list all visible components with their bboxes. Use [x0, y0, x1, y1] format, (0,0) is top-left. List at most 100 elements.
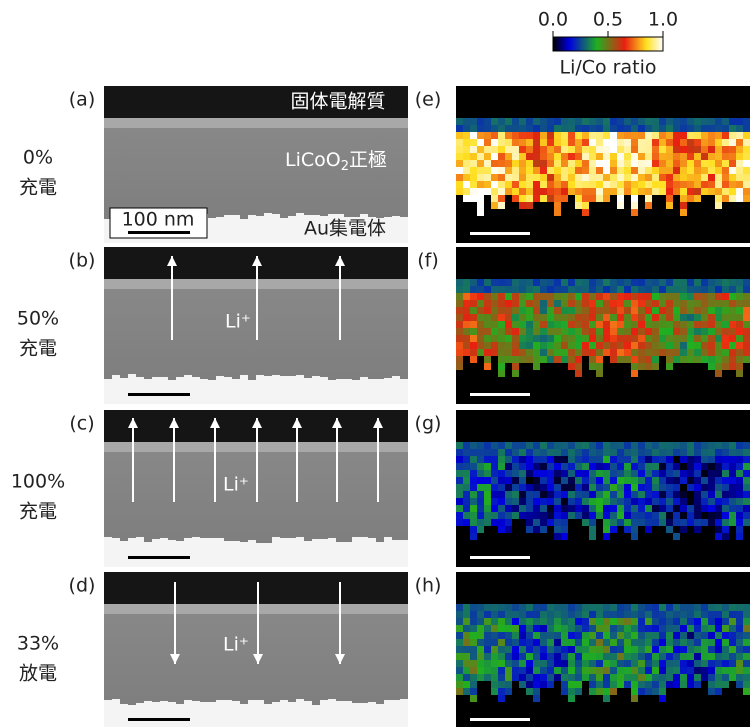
map-cell	[736, 456, 743, 463]
map-cell	[610, 639, 617, 646]
map-cell	[526, 653, 533, 660]
map-cell	[687, 653, 694, 660]
map-cell	[715, 307, 722, 314]
map-cell	[659, 519, 666, 526]
map-cell	[610, 456, 617, 463]
map-cell	[631, 505, 638, 512]
collector	[296, 375, 304, 404]
map-cell	[526, 118, 533, 125]
map-cell	[477, 328, 484, 335]
map-cell	[680, 174, 687, 181]
map-cell	[554, 202, 561, 209]
map-cell	[519, 174, 526, 181]
map-cell	[659, 449, 666, 456]
map-cell	[575, 484, 582, 491]
map-cell	[498, 477, 505, 484]
map-cell	[638, 505, 645, 512]
arrow-head	[252, 418, 262, 428]
map-cell	[512, 160, 519, 167]
map-cell	[624, 625, 631, 632]
map-cell	[540, 167, 547, 174]
map-cell	[582, 153, 589, 160]
map-cell	[610, 674, 617, 681]
map-cell	[498, 188, 505, 195]
map-cell	[582, 632, 589, 639]
map-cell	[519, 139, 526, 146]
collector	[344, 379, 352, 404]
map-cell	[610, 470, 617, 477]
map-cell	[505, 181, 512, 188]
map-cell	[722, 442, 729, 449]
collector	[224, 377, 232, 404]
map-cell	[652, 279, 659, 286]
map-cell	[638, 160, 645, 167]
map-cell	[687, 279, 694, 286]
map-cell	[554, 526, 561, 533]
map-cell	[561, 307, 568, 314]
map-cell	[715, 491, 722, 498]
map-cell	[708, 646, 715, 653]
map-cell	[694, 681, 701, 688]
map-cell	[680, 279, 687, 286]
collector	[328, 214, 336, 243]
map-cell	[645, 118, 652, 125]
map-cell	[624, 449, 631, 456]
map-cell	[519, 477, 526, 484]
map-cell	[568, 442, 575, 449]
map-cell	[463, 307, 470, 314]
map-cell	[575, 512, 582, 519]
map-cell	[729, 491, 736, 498]
map-cell	[533, 328, 540, 335]
map-cell	[645, 167, 652, 174]
map-cell	[568, 314, 575, 321]
map-cell	[645, 639, 652, 646]
map-cell	[526, 279, 533, 286]
map-cell	[743, 286, 750, 293]
map-cell	[589, 146, 596, 153]
map-cell	[617, 118, 624, 125]
map-cell	[603, 611, 610, 618]
map-cell	[533, 321, 540, 328]
collector	[320, 377, 328, 404]
map-cell	[701, 618, 708, 625]
collector	[128, 538, 136, 567]
map-cell	[603, 181, 610, 188]
map-cell	[666, 328, 673, 335]
map-cell	[666, 125, 673, 132]
map-cell	[638, 300, 645, 307]
map-cell	[470, 118, 477, 125]
map-cell	[722, 470, 729, 477]
map-cell	[512, 188, 519, 195]
map-cell	[540, 195, 547, 202]
map-cell	[470, 498, 477, 505]
map-cell	[638, 519, 645, 526]
map-cell	[729, 286, 736, 293]
map-cell	[554, 463, 561, 470]
map-cell	[631, 314, 638, 321]
map-cell	[484, 625, 491, 632]
map-cell	[610, 463, 617, 470]
map-cell	[603, 442, 610, 449]
map-cell	[554, 632, 561, 639]
map-cell	[540, 160, 547, 167]
map-cell	[582, 512, 589, 519]
map-cell	[722, 681, 729, 688]
map-cell	[498, 195, 505, 202]
map-cell	[610, 335, 617, 342]
map-cell	[519, 667, 526, 674]
map-cell	[533, 146, 540, 153]
map-cell	[491, 349, 498, 356]
map-cell	[526, 153, 533, 160]
map-cell	[582, 286, 589, 293]
map-cell	[743, 618, 750, 625]
map-cell	[470, 286, 477, 293]
map-cell	[694, 639, 701, 646]
map-cell	[722, 526, 729, 533]
map-cell	[491, 160, 498, 167]
map-cell	[498, 286, 505, 293]
panel-label: (h)	[415, 575, 442, 597]
map-cell	[666, 118, 673, 125]
map-cell	[512, 279, 519, 286]
map-cell	[715, 604, 722, 611]
map-cell	[631, 293, 638, 300]
